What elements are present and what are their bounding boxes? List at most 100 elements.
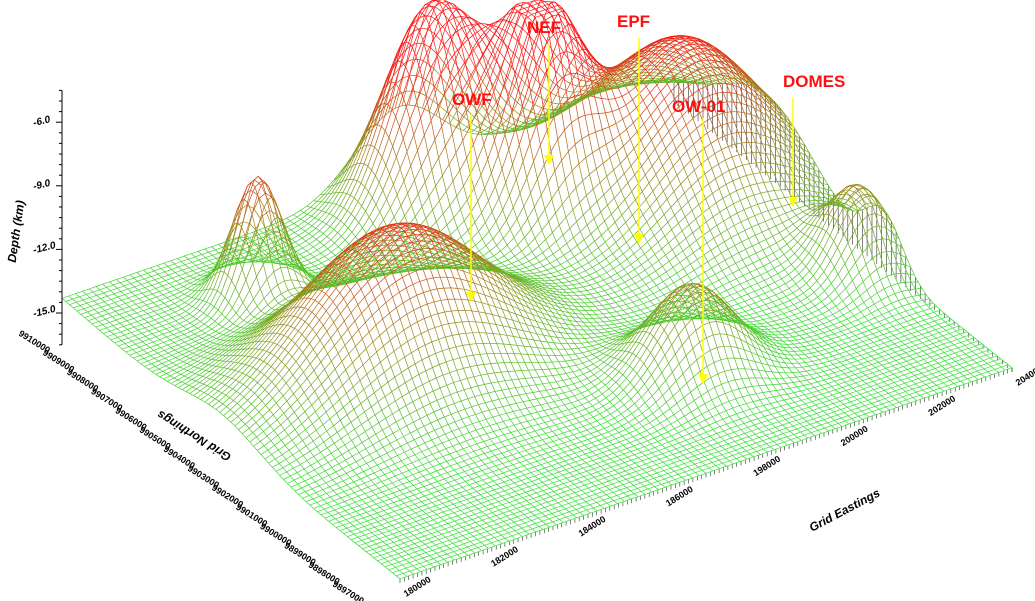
mesh-line-eastings: [106, 326, 113, 328]
mesh-line-eastings: [172, 315, 179, 318]
mesh-line-eastings: [725, 256, 732, 260]
mesh-line-eastings: [377, 372, 384, 378]
mesh-line-eastings: [596, 163, 603, 168]
mesh-line-eastings: [241, 349, 248, 356]
mesh-line-eastings: [615, 290, 622, 293]
mesh-line-eastings: [323, 316, 330, 325]
mesh-line-eastings: [737, 112, 744, 113]
mesh-line-eastings: [698, 174, 705, 180]
mesh-line-eastings: [551, 271, 558, 273]
mesh-line-eastings: [128, 296, 135, 298]
mesh-line-eastings: [506, 271, 513, 272]
mesh-line-eastings: [229, 313, 236, 321]
mesh-line-eastings: [328, 346, 335, 354]
mesh-line-eastings: [352, 223, 359, 233]
mesh-line-eastings: [298, 322, 305, 331]
mesh-line-eastings: [796, 212, 803, 216]
mesh-line-eastings: [300, 358, 307, 367]
mesh-line-eastings: [510, 327, 517, 329]
mesh-line-eastings: [644, 248, 651, 254]
mesh-line-eastings: [178, 256, 185, 258]
mesh-line-eastings: [273, 391, 280, 398]
mesh-line-eastings: [632, 288, 639, 291]
mesh-line-eastings: [802, 190, 809, 191]
mesh-line-eastings: [173, 324, 180, 327]
mesh-line-eastings: [204, 387, 211, 392]
mesh-line-eastings: [612, 109, 619, 112]
mesh-line-eastings: [251, 319, 258, 324]
mesh-line-eastings: [587, 219, 594, 226]
mesh-line-eastings: [503, 196, 510, 210]
mesh-line-eastings: [261, 364, 268, 372]
mesh-line-eastings: [289, 361, 296, 370]
mesh-line-eastings: [396, 303, 403, 308]
mesh-line-eastings: [312, 398, 319, 405]
mesh-line-eastings: [349, 372, 356, 379]
mesh-line-eastings: [712, 67, 719, 68]
mesh-line-eastings: [631, 259, 638, 264]
mesh-line-eastings: [809, 242, 816, 253]
mesh-line-eastings: [636, 100, 643, 107]
mesh-line-eastings: [791, 182, 798, 183]
mesh-line-eastings: [106, 317, 113, 319]
mesh-line-eastings: [184, 365, 191, 369]
mesh-line-eastings: [163, 376, 170, 379]
mesh-line-eastings: [95, 316, 102, 318]
mesh-line-eastings: [139, 345, 146, 348]
mesh-line-eastings: [666, 267, 673, 272]
mesh-line-eastings: [579, 281, 586, 283]
mesh-line-eastings: [355, 206, 362, 218]
mesh-line-eastings: [159, 366, 166, 369]
mesh-line-eastings: [121, 338, 128, 340]
mesh-line-eastings: [193, 350, 200, 353]
mesh-line-eastings: [313, 340, 320, 349]
mesh-line-eastings: [802, 201, 809, 202]
mesh-line-eastings: [585, 114, 592, 115]
mesh-line-eastings: [786, 211, 793, 214]
mesh-line-eastings: [709, 203, 716, 208]
mesh-line-eastings: [142, 331, 149, 333]
mesh-line-eastings: [590, 201, 597, 208]
mesh-line-eastings: [752, 224, 759, 227]
mesh-line-eastings: [159, 281, 166, 283]
mesh-line-eastings: [547, 342, 554, 343]
mesh-line-eastings: [771, 199, 778, 201]
mesh-line-eastings: [594, 287, 601, 289]
mesh-line-eastings: [586, 267, 593, 271]
mesh-line-eastings: [276, 378, 283, 386]
mesh-line-eastings: [751, 283, 758, 286]
mesh-line-eastings: [319, 412, 326, 418]
mesh-line-eastings: [650, 85, 657, 93]
mesh-line-eastings: [655, 249, 662, 255]
mesh-line-eastings: [148, 320, 155, 322]
mesh-line-eastings: [730, 279, 737, 282]
mesh-line-eastings: [321, 249, 328, 254]
mesh-line-eastings: [341, 305, 348, 314]
mesh-line-eastings: [669, 237, 676, 243]
mesh-line-eastings: [659, 272, 666, 276]
mesh-line-eastings: [629, 222, 636, 229]
mesh-line-eastings: [123, 315, 130, 317]
mesh-line-eastings: [582, 263, 589, 267]
mesh-line-eastings: [176, 362, 183, 365]
mesh-line-eastings: [231, 417, 238, 423]
mesh-line-eastings: [606, 254, 613, 259]
mesh-line-eastings: [663, 277, 670, 281]
mesh-line-eastings: [631, 315, 638, 317]
mesh-line-eastings: [302, 325, 309, 334]
mesh-line-eastings: [485, 119, 492, 124]
mesh-line-eastings: [507, 238, 514, 245]
mesh-line-eastings: [180, 281, 187, 284]
mesh-line-eastings: [560, 244, 567, 250]
mesh-line-eastings: [596, 268, 603, 272]
mesh-line-eastings: [610, 152, 617, 158]
mesh-line-eastings: [743, 164, 750, 166]
mesh-line-eastings: [487, 256, 494, 260]
mesh-line-eastings: [243, 290, 250, 303]
mesh-line-eastings: [204, 304, 211, 313]
mesh-line-eastings: [613, 306, 620, 308]
mesh-line-eastings: [605, 299, 612, 301]
mesh-line-eastings: [803, 209, 810, 212]
mesh-line-eastings: [361, 282, 368, 289]
mesh-line-eastings: [644, 229, 651, 236]
